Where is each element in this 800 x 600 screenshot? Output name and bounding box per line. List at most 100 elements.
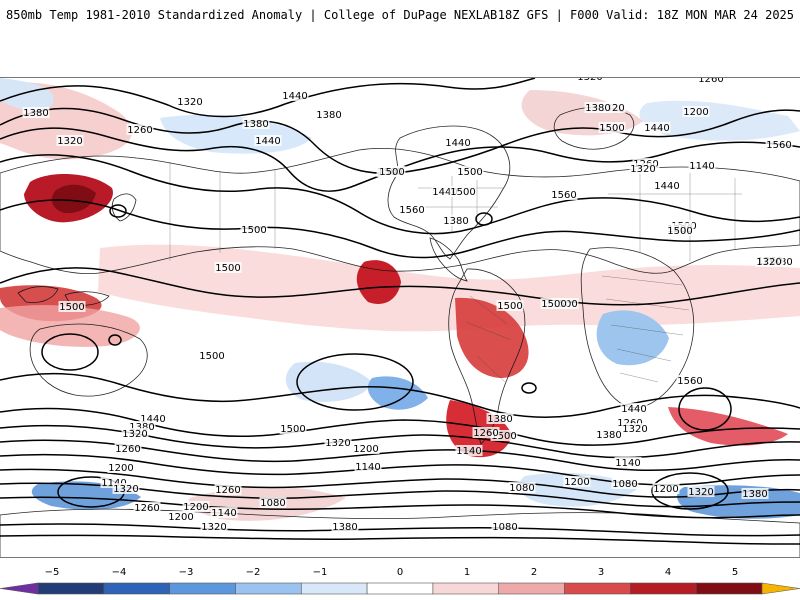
colorbar-tick-label: 4 bbox=[664, 567, 672, 578]
contour-label-background bbox=[741, 488, 769, 499]
model-valid-time: 18Z GFS | F000 Valid: 18Z MON MAR 24 202… bbox=[497, 8, 794, 22]
contour-label-background bbox=[22, 107, 50, 118]
contour-label-layer: 1380144013201380126013801320144013801500… bbox=[22, 78, 794, 533]
colorbar-tick-label: 1 bbox=[463, 567, 471, 578]
colorbar-swatch bbox=[37, 582, 105, 595]
contour-label: 1560 bbox=[551, 190, 576, 201]
contour-label-background bbox=[584, 102, 612, 113]
contour-label: 1320 bbox=[57, 136, 82, 147]
contour-label: 1140 bbox=[615, 458, 640, 469]
contour-label-background bbox=[58, 301, 86, 312]
contour-label-background bbox=[595, 429, 623, 440]
contour-label-background bbox=[214, 262, 242, 273]
contour-cutoff-3 bbox=[678, 387, 732, 431]
contour-label: 1380 bbox=[443, 216, 468, 227]
contour-label: 1560 bbox=[399, 205, 424, 216]
contour-1140-southern bbox=[0, 482, 800, 508]
contour-label: 1260 bbox=[215, 485, 240, 496]
contour-label-background bbox=[259, 497, 287, 508]
contour-label: 1500 bbox=[491, 431, 516, 442]
anomaly-colorbar: −5 −4 −3 −2 −1 0 1 2 3 4 5 bbox=[0, 565, 800, 600]
contour-label-background bbox=[486, 413, 514, 424]
contour-label-background bbox=[472, 427, 500, 438]
colorbar-tick-label: −2 bbox=[245, 567, 261, 578]
contour-label: 1140 bbox=[456, 446, 481, 457]
contour-label: 1380 bbox=[585, 103, 610, 114]
contour-label: 1320 bbox=[688, 487, 713, 498]
contour-label: 1380 bbox=[129, 422, 154, 433]
contour-label: 1320 bbox=[622, 424, 647, 435]
anomaly-blob-arctic-blue-east bbox=[639, 100, 800, 141]
colorbar-swatch bbox=[564, 582, 631, 595]
contour-label-background bbox=[550, 189, 578, 200]
contour-label-background bbox=[653, 180, 681, 191]
coastline-australia bbox=[29, 323, 148, 397]
contour-label-background bbox=[455, 445, 483, 456]
contour-label: 1560 bbox=[677, 376, 702, 387]
contour-label: 1200 bbox=[108, 463, 133, 474]
contour-label-background bbox=[210, 507, 238, 518]
contour-label: 1500 bbox=[280, 424, 305, 435]
contour-1080-southern bbox=[0, 496, 800, 519]
contour-label: 1320 bbox=[756, 257, 781, 268]
colorbar-tick-label: −4 bbox=[111, 567, 127, 578]
coastline-north-america bbox=[387, 125, 511, 260]
contour-label-background bbox=[281, 90, 309, 101]
contour-label: 1320 bbox=[177, 97, 202, 108]
contour-label-background bbox=[139, 413, 167, 424]
contour-label: 1380 bbox=[596, 430, 621, 441]
contour-label: 1560 bbox=[766, 140, 791, 151]
contour-label-background bbox=[576, 78, 604, 82]
anomaly-blob-africa-blue bbox=[596, 310, 669, 366]
anomaly-blob-indian-red bbox=[0, 305, 140, 347]
colorbar-swatch bbox=[630, 582, 697, 595]
contour-label: 1500 bbox=[497, 301, 522, 312]
contour-label: 1380 bbox=[742, 489, 767, 500]
contour-label-background bbox=[128, 421, 156, 432]
contour-label: 1320 bbox=[113, 484, 138, 495]
anomaly-blob-northwest-blue bbox=[0, 78, 54, 111]
colorbar-tick-label: −5 bbox=[44, 567, 60, 578]
contour-label-background bbox=[167, 511, 195, 522]
contour-cutoff-8 bbox=[108, 334, 122, 346]
contour-1260-far-south bbox=[0, 534, 800, 545]
contour-cutoff-1 bbox=[41, 333, 99, 371]
contour-label-background bbox=[697, 78, 725, 84]
contour-label-background bbox=[240, 224, 268, 235]
contour-label: 1200 bbox=[564, 477, 589, 488]
contour-label-background bbox=[620, 403, 648, 414]
contour-label: 1440 bbox=[445, 138, 470, 149]
contour-cutoff-9 bbox=[521, 382, 537, 394]
contour-label-background bbox=[121, 428, 149, 439]
contour-label: 1380 bbox=[243, 119, 268, 130]
colorbar-left-arrow bbox=[0, 582, 39, 595]
contour-label: 1440 bbox=[255, 136, 280, 147]
contour-label: 1080 bbox=[612, 479, 637, 490]
colorbar-tick-label: 3 bbox=[597, 567, 605, 578]
contour-label: 1500 bbox=[599, 123, 624, 134]
contour-label: 1380 bbox=[23, 108, 48, 119]
colorbar-tick-label: −3 bbox=[178, 567, 194, 578]
contour-label: 1500 bbox=[59, 302, 84, 313]
contour-label: 1500 bbox=[241, 225, 266, 236]
contour-label: 1440 bbox=[140, 414, 165, 425]
contour-label-background bbox=[676, 375, 704, 386]
contour-label-background bbox=[614, 457, 642, 468]
anomaly-map-svg: 1380144013201380126013801320144013801500… bbox=[0, 78, 800, 557]
weather-map: 1380144013201380126013801320144013801500… bbox=[0, 77, 800, 558]
contour-label-background bbox=[126, 124, 154, 135]
contour-label-background bbox=[616, 417, 644, 428]
contour-label-background bbox=[214, 484, 242, 495]
contour-label: 1500 bbox=[457, 167, 482, 178]
contour-label-background bbox=[598, 102, 626, 113]
contour-label: 1080 bbox=[492, 522, 517, 533]
colorbar-swatch bbox=[695, 582, 763, 595]
contour-label-background bbox=[540, 298, 568, 309]
contour-label: 1260 bbox=[473, 428, 498, 439]
contour-label: 1320 bbox=[122, 429, 147, 440]
contour-1260-southern bbox=[0, 453, 800, 486]
colorbar-tick-label: 5 bbox=[731, 567, 739, 578]
contour-label-background bbox=[611, 478, 639, 489]
title-bar: 850mb Temp 1981-2010 Standardized Anomal… bbox=[0, 0, 800, 34]
contour-label: 1200 bbox=[168, 512, 193, 523]
